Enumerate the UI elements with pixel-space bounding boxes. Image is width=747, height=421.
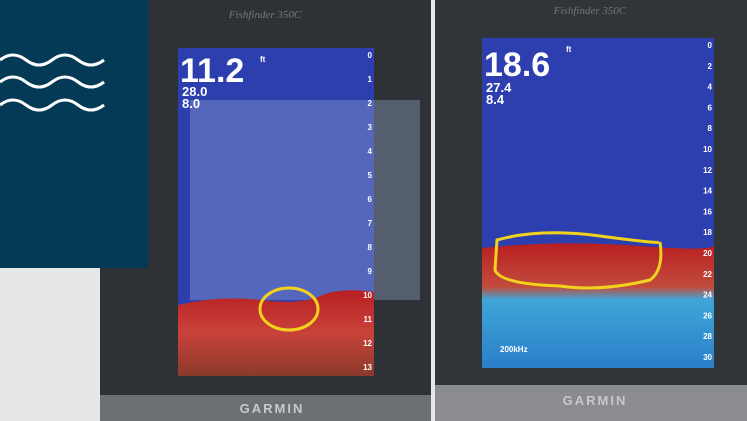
scale-label: 12 <box>363 339 372 348</box>
scale-label: 28 <box>703 332 712 341</box>
scale-label: 6 <box>708 103 713 112</box>
scale-label: 0 <box>708 41 713 50</box>
speed: 8.0 <box>182 96 200 111</box>
scale-label: 13 <box>363 363 372 372</box>
scale-label: 26 <box>703 311 712 320</box>
depth: 18.6 <box>484 46 550 84</box>
scale-label: 0 <box>368 51 373 60</box>
scale-label: 12 <box>703 166 712 175</box>
scale-label: 18 <box>703 228 712 237</box>
brand: GARMIN <box>563 393 628 408</box>
scale-label: 14 <box>703 187 712 196</box>
depth-unit: ft <box>260 55 266 64</box>
scale-label: 22 <box>703 270 712 279</box>
model: Fishfinder 350C <box>228 9 302 21</box>
reflection <box>190 100 420 300</box>
scale-label: 4 <box>368 147 373 156</box>
scale-label: 2 <box>708 62 713 71</box>
brand: GARMIN <box>240 401 305 416</box>
scale-label: 2 <box>368 99 373 108</box>
scale-label: 7 <box>368 219 373 228</box>
seabed <box>178 290 374 376</box>
scale-label: 8 <box>368 243 373 252</box>
accent-panel <box>0 0 148 268</box>
scale-label: 24 <box>703 291 712 300</box>
speed: 8.4 <box>486 92 505 107</box>
scale-label: 16 <box>703 207 712 216</box>
model: Fishfinder 350C <box>553 5 627 17</box>
scale-label: 10 <box>703 145 712 154</box>
frequency: 200kHz <box>500 345 528 354</box>
scale-label: 30 <box>703 353 712 362</box>
scale-label: 10 <box>363 291 372 300</box>
scale-label: 4 <box>708 83 713 92</box>
scale-label: 1 <box>368 75 373 84</box>
scale-label: 6 <box>368 195 373 204</box>
scale-label: 8 <box>708 124 713 133</box>
scale-label: 9 <box>368 267 373 276</box>
scale-label: 5 <box>368 171 373 180</box>
scale-label: 20 <box>703 249 712 258</box>
scale-label: 3 <box>368 123 373 132</box>
depth-unit: ft <box>566 45 572 54</box>
scale-label: 11 <box>364 315 373 324</box>
picture: Fishfinder 350C 11.2 ft 28.0 8.0 GARMIN … <box>0 0 747 421</box>
